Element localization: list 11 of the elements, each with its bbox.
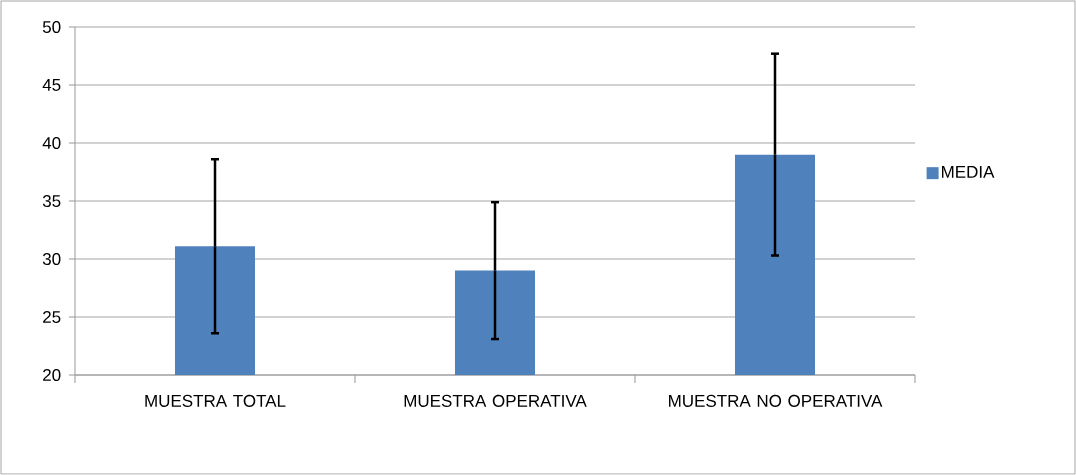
x-tick-label: MUESTRA NO OPERATIVA — [669, 394, 883, 407]
x-tick-label: MUESTRA OPERATIVA — [404, 394, 587, 407]
y-tick-label: 25 — [43, 310, 61, 324]
x-tick-label: MUESTRA TOTAL — [145, 394, 286, 407]
y-tick-label: 30 — [42, 252, 61, 266]
y-tick-label: 45 — [42, 79, 61, 91]
y-tick-label: 20 — [43, 368, 61, 382]
legend-label: MEDIA — [942, 166, 995, 178]
y-tick-label: 35 — [42, 194, 61, 208]
y-tick-label: 40 — [42, 136, 61, 150]
y-tick-label: 50 — [42, 20, 61, 34]
